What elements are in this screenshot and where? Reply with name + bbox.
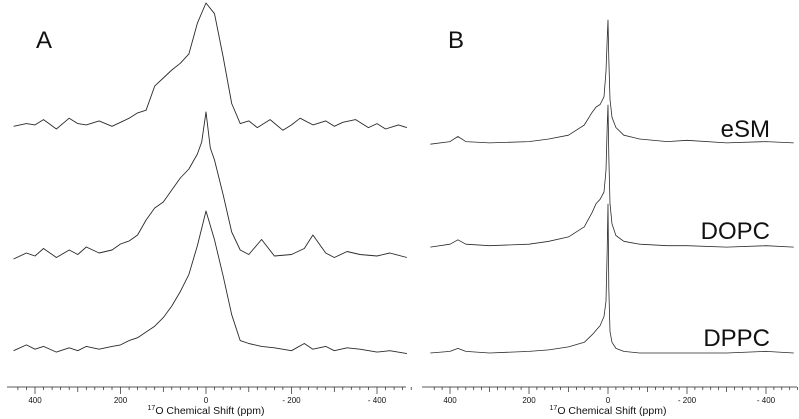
tick-label: 400 (28, 396, 42, 405)
tick-label: - 400 (757, 396, 776, 405)
tick-label: 400 (443, 396, 457, 405)
panel-b-spectrum-2 (430, 104, 794, 248)
panel-b-spectra (430, 19, 794, 354)
tick-label: 0 (606, 396, 611, 405)
panel-a-spectrum-1 (13, 2, 408, 131)
panel-b-x-axis: 400 200 0 - 200 - 400 (422, 386, 798, 405)
panel-b: B eSM DOPC DPPC 400 200 0 - 200 - 400 17O Chem… (422, 19, 798, 417)
tick-label: - 200 (678, 396, 697, 405)
panel-b-axis-superscript: 17 (550, 405, 558, 412)
panel-a-spectrum-3 (13, 210, 407, 355)
tick-label: 200 (114, 396, 128, 405)
panel-a-label: A (36, 27, 52, 54)
tick-label: - 400 (368, 396, 387, 405)
tick-label: - 200 (282, 396, 301, 405)
panel-a-axis-title: 17O Chemical Shift (ppm) (148, 405, 265, 417)
panel-a: A 400 200 0 - 200 - 400 17O Chemical Shift (… (7, 2, 412, 417)
tick-label: 200 (522, 396, 536, 405)
panel-b-spectrum-1 (430, 19, 794, 145)
sample-label-dppc: DPPC (703, 325, 770, 352)
panel-b-label: B (448, 27, 464, 54)
panel-b-axis-title: 17O Chemical Shift (ppm) (550, 405, 667, 417)
panel-b-sample-labels: eSM DOPC DPPC (701, 116, 770, 352)
panel-a-x-axis: 400 200 0 - 200 - 400 (7, 386, 412, 405)
panel-b-axis-nucleus: O (557, 405, 565, 417)
sample-label-esm: eSM (721, 116, 770, 143)
sample-label-dopc: DOPC (701, 218, 770, 245)
panel-a-axis-text: Chemical Shift (ppm) (166, 405, 264, 417)
panel-a-spectra (13, 2, 408, 355)
tick-label: 0 (204, 396, 209, 405)
panel-b-axis-text: Chemical Shift (ppm) (568, 405, 666, 417)
panel-a-spectrum-2 (13, 111, 408, 260)
panel-a-axis-superscript: 17 (148, 405, 156, 412)
panel-b-spectrum-3 (430, 203, 794, 354)
panel-a-axis-nucleus: O (155, 405, 163, 417)
